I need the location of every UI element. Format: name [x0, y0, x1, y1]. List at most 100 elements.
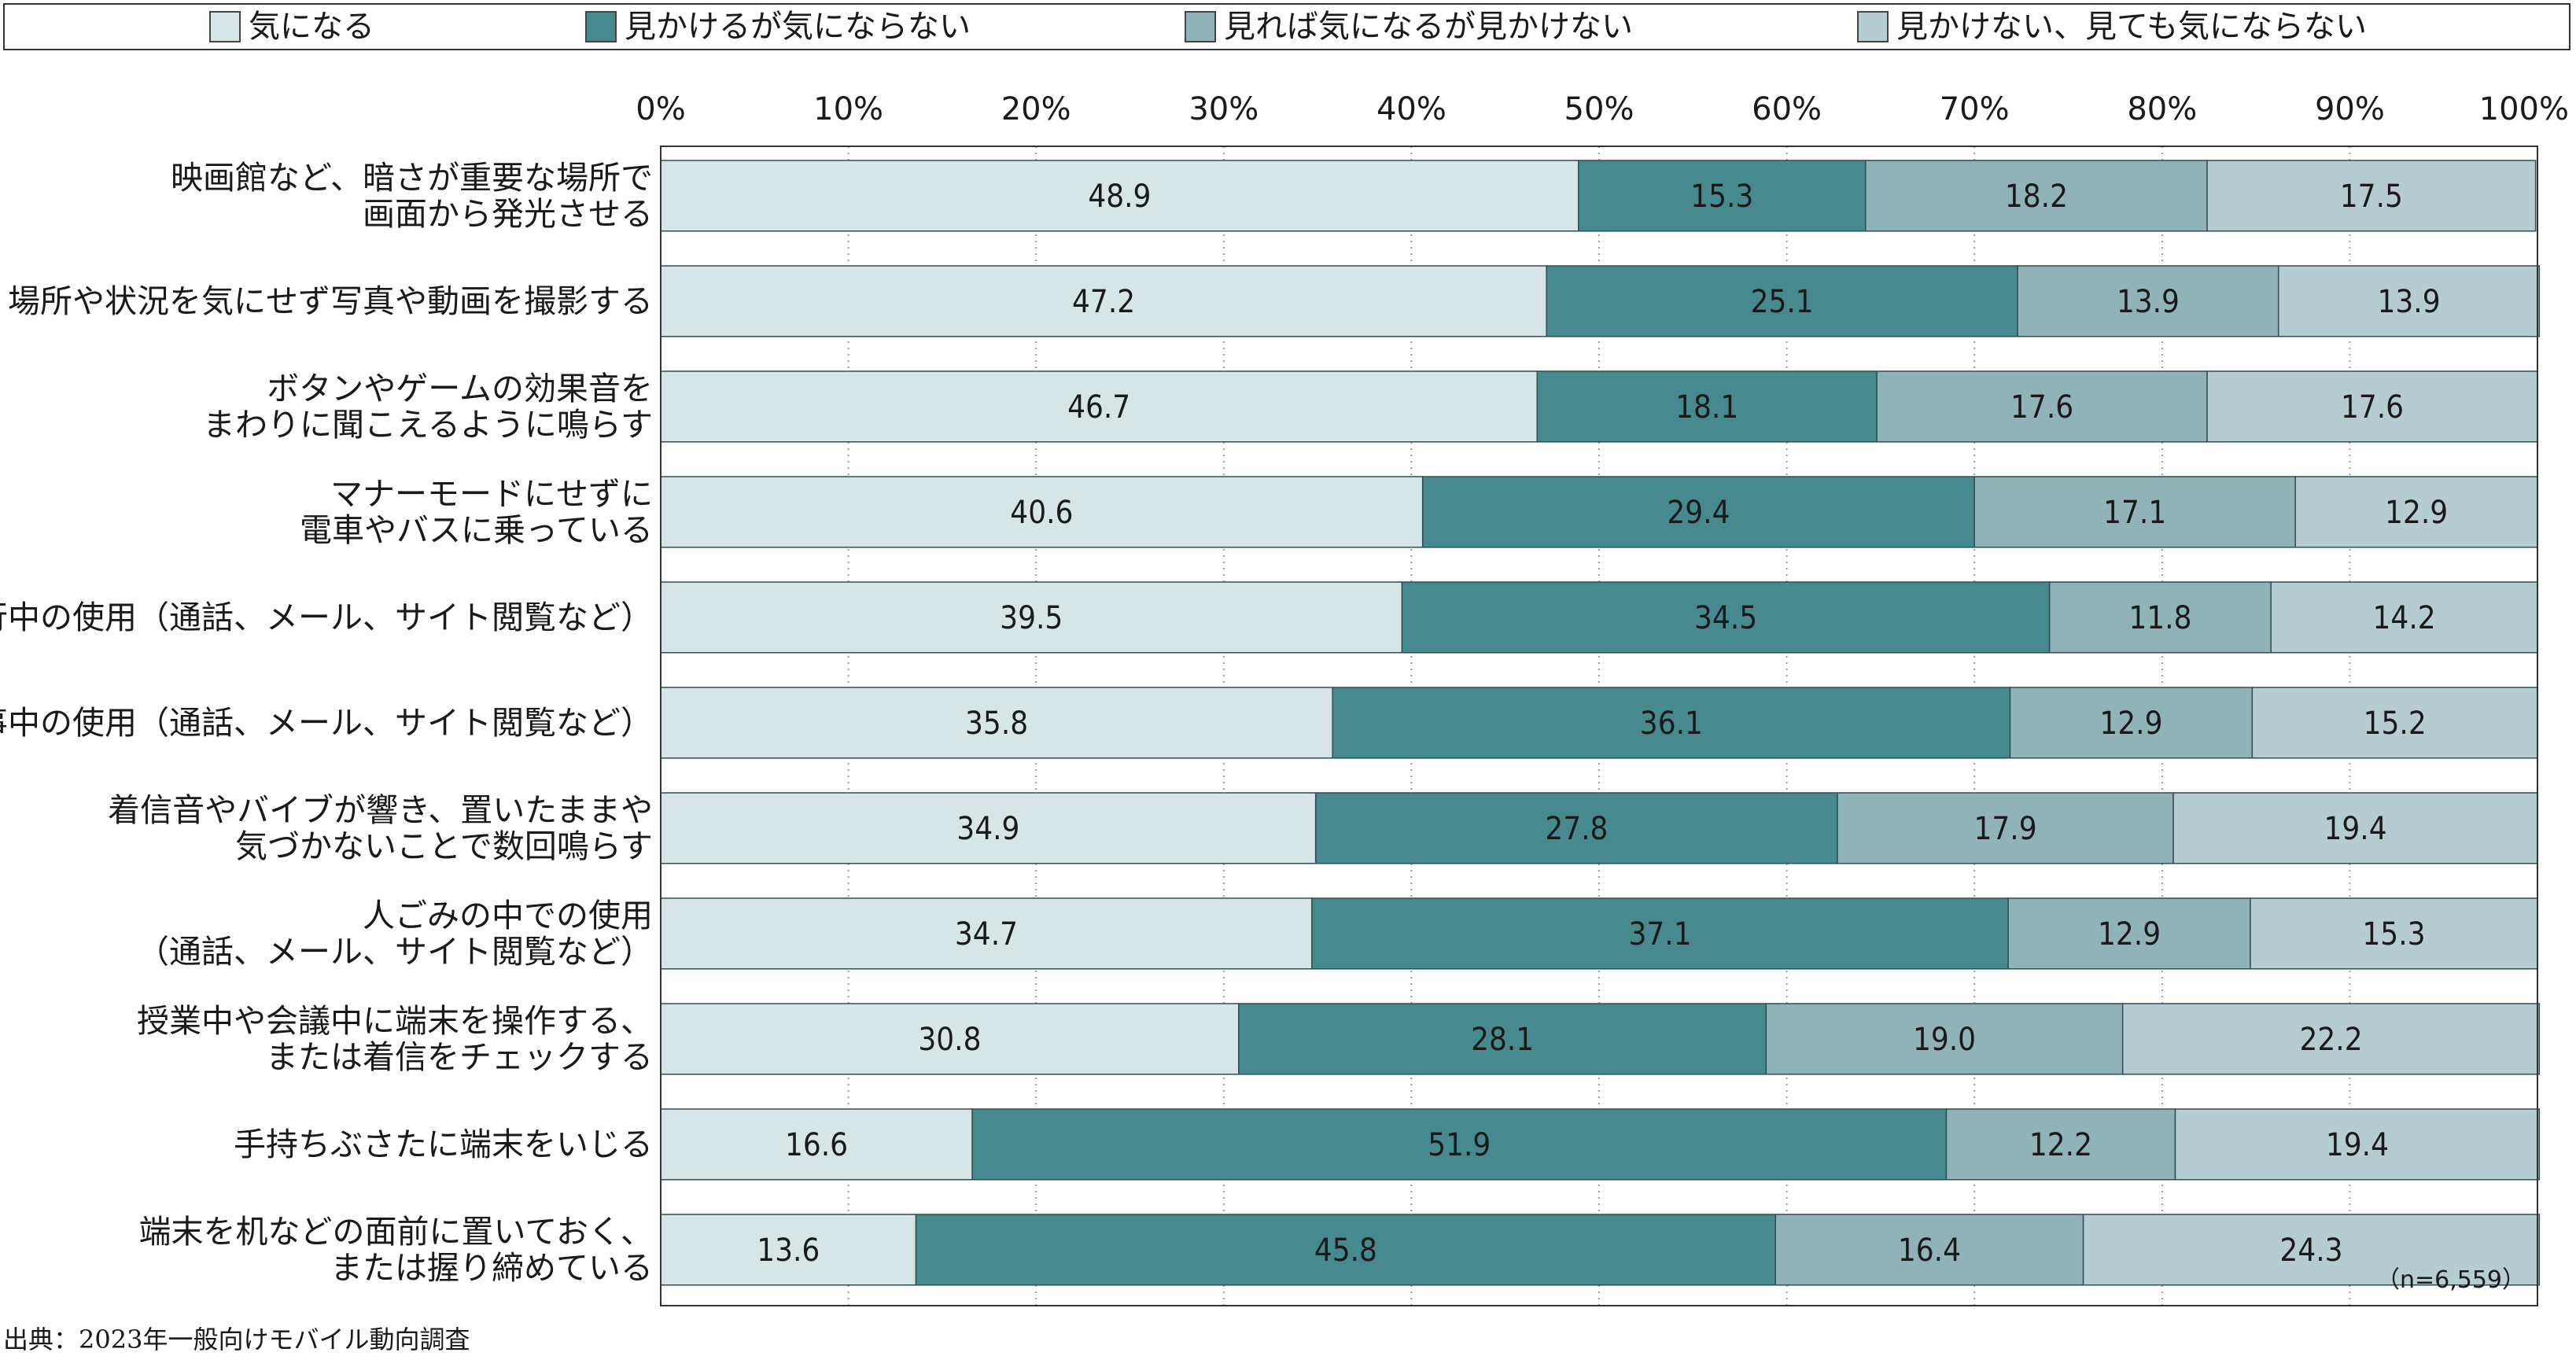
- legend-swatch-kininaru: [209, 11, 241, 42]
- bar-segment: [915, 1214, 1777, 1286]
- legend-label-mikakeru: 見かけるが気にならない: [625, 9, 971, 45]
- category-label: マナーモードにせずに: [330, 475, 653, 513]
- data-label: 34.7: [955, 916, 1018, 953]
- category-label: ボタンやゲームの効果音を: [267, 370, 653, 407]
- category-label: まわりに聞こえるように鳴らす: [203, 406, 653, 444]
- bar-segment: [2017, 265, 2279, 337]
- data-label: 16.4: [1898, 1233, 1961, 1269]
- bar-segment: [2121, 1003, 2541, 1075]
- bar-segment: [2294, 476, 2538, 548]
- bar-segment: [1536, 370, 1878, 443]
- x-tick-label: 10%: [813, 91, 883, 127]
- data-label: 13.9: [2378, 284, 2441, 320]
- x-tick-label: 30%: [1188, 91, 1259, 127]
- data-label: 36.1: [1640, 706, 1703, 742]
- data-label: 18.1: [1675, 389, 1738, 426]
- plot-frame: [660, 146, 2538, 1306]
- category-label: 授業中や会議中に端末を操作する、: [137, 1002, 653, 1040]
- legend-item-mikakenai: 見かけない、見ても気にならない: [1857, 5, 2367, 49]
- data-label: 22.2: [2299, 1022, 2362, 1058]
- bar-segment: [2251, 687, 2538, 759]
- category-label: 手持ちぶさたに端末をいじる: [234, 1126, 653, 1163]
- data-label: 19.0: [1913, 1022, 1976, 1058]
- bar-segment: [2082, 1214, 2541, 1286]
- data-label: 15.3: [1690, 179, 1753, 215]
- category-label: 人ごみの中での使用: [363, 897, 653, 934]
- legend-swatch-mikakeru: [585, 11, 617, 42]
- bar-segment: [2270, 581, 2538, 654]
- data-label: 14.2: [2373, 600, 2436, 636]
- data-label: 46.7: [1067, 389, 1130, 426]
- bars: [660, 160, 2541, 1286]
- legend-swatch-mikakenai: [1857, 11, 1889, 42]
- bar-segment: [1865, 160, 2208, 232]
- legend-swatch-mireba: [1185, 11, 1216, 42]
- bar-segment: [2009, 687, 2254, 759]
- data-label: 15.2: [2364, 706, 2427, 742]
- data-label: 12.9: [2099, 706, 2162, 742]
- bar-segment: [1546, 265, 2018, 337]
- data-label: 27.8: [1545, 811, 1608, 847]
- bar-segment: [1332, 687, 2011, 759]
- data-label: 29.4: [1667, 495, 1730, 531]
- category-label: 映画館など、暗さが重要な場所で: [171, 159, 653, 197]
- x-tick-label: 100%: [2479, 91, 2569, 127]
- data-label: 45.8: [1314, 1233, 1377, 1269]
- bar-segment: [2206, 160, 2537, 232]
- x-tick-label: 70%: [1940, 91, 2010, 127]
- data-label: 12.9: [2385, 495, 2448, 531]
- data-label: 12.9: [2098, 916, 2161, 953]
- bar-segment: [660, 687, 1333, 759]
- bar-segment: [660, 265, 1547, 337]
- source-caption: 出典：2023年一般向けモバイル動向調査: [3, 1325, 470, 1354]
- data-label: 37.1: [1628, 916, 1691, 953]
- data-label: 17.6: [2341, 389, 2404, 426]
- x-tick-label: 60%: [1752, 91, 1822, 127]
- bar-segment: [660, 476, 1424, 548]
- data-label: 51.9: [1428, 1127, 1491, 1163]
- bar-segment: [660, 792, 1317, 864]
- legend: 気になる 見かけるが気にならない 見れば気になるが見かけない 見かけない、見ても…: [3, 3, 2570, 50]
- legend-label-mireba: 見れば気になるが見かけない: [1224, 9, 1633, 45]
- data-label: 16.6: [785, 1127, 848, 1163]
- legend-label-kininaru: 気になる: [249, 9, 374, 45]
- data-label: 19.4: [2324, 811, 2387, 847]
- legend-item-kininaru: 気になる: [209, 5, 374, 49]
- bar-segment: [2277, 265, 2541, 337]
- category-label: （通話、メール、サイト閲覧など）: [137, 933, 653, 971]
- data-label: 17.1: [2103, 495, 2166, 531]
- bar-segment: [1401, 581, 2051, 654]
- x-tick-label: 0%: [636, 91, 685, 127]
- bar-segment: [2007, 897, 2251, 970]
- category-labels: 映画館など、暗さが重要な場所で画面から発光させる場所や状況を気にせず写真や動画を…: [0, 159, 653, 1287]
- legend-item-mikakeru: 見かけるが気にならない: [585, 5, 971, 49]
- data-label: 13.6: [757, 1233, 820, 1269]
- bar-segment: [1774, 1214, 2084, 1286]
- data-label: 39.5: [1000, 600, 1063, 636]
- bar-segment: [2206, 370, 2538, 443]
- data-label: 12.2: [2029, 1127, 2092, 1163]
- data-label: 13.9: [2117, 284, 2180, 320]
- data-label: 28.1: [1471, 1022, 1534, 1058]
- bar-segment: [1837, 792, 2174, 864]
- data-label: 40.6: [1010, 495, 1073, 531]
- bar-segment: [1421, 476, 1975, 548]
- category-label: 歩行中の使用（通話、メール、サイト閲覧など）: [0, 599, 653, 636]
- data-label: 25.1: [1751, 284, 1814, 320]
- bar-segment: [2048, 581, 2272, 654]
- category-label: 画面から発光させる: [363, 195, 653, 233]
- data-label: 17.5: [2340, 179, 2403, 215]
- bar-segment: [1311, 897, 2009, 970]
- data-label: 48.9: [1088, 179, 1151, 215]
- x-tick-label: 40%: [1376, 91, 1446, 127]
- legend-item-mireba: 見れば気になるが見かけない: [1185, 5, 1633, 49]
- x-tick-label: 20%: [1001, 91, 1071, 127]
- x-axis-ticks: 0% 10% 20% 30% 40% 50% 60% 70% 80% 90% 100%: [636, 91, 2569, 127]
- data-label: 11.8: [2128, 600, 2191, 636]
- data-label: 17.9: [1974, 811, 2037, 847]
- bar-segment: [1578, 160, 1867, 232]
- x-tick-label: 80%: [2127, 91, 2197, 127]
- data-label: 30.8: [918, 1022, 981, 1058]
- bar-segment: [971, 1108, 1948, 1181]
- category-label: 気づかないことで数回鳴らす: [235, 827, 653, 865]
